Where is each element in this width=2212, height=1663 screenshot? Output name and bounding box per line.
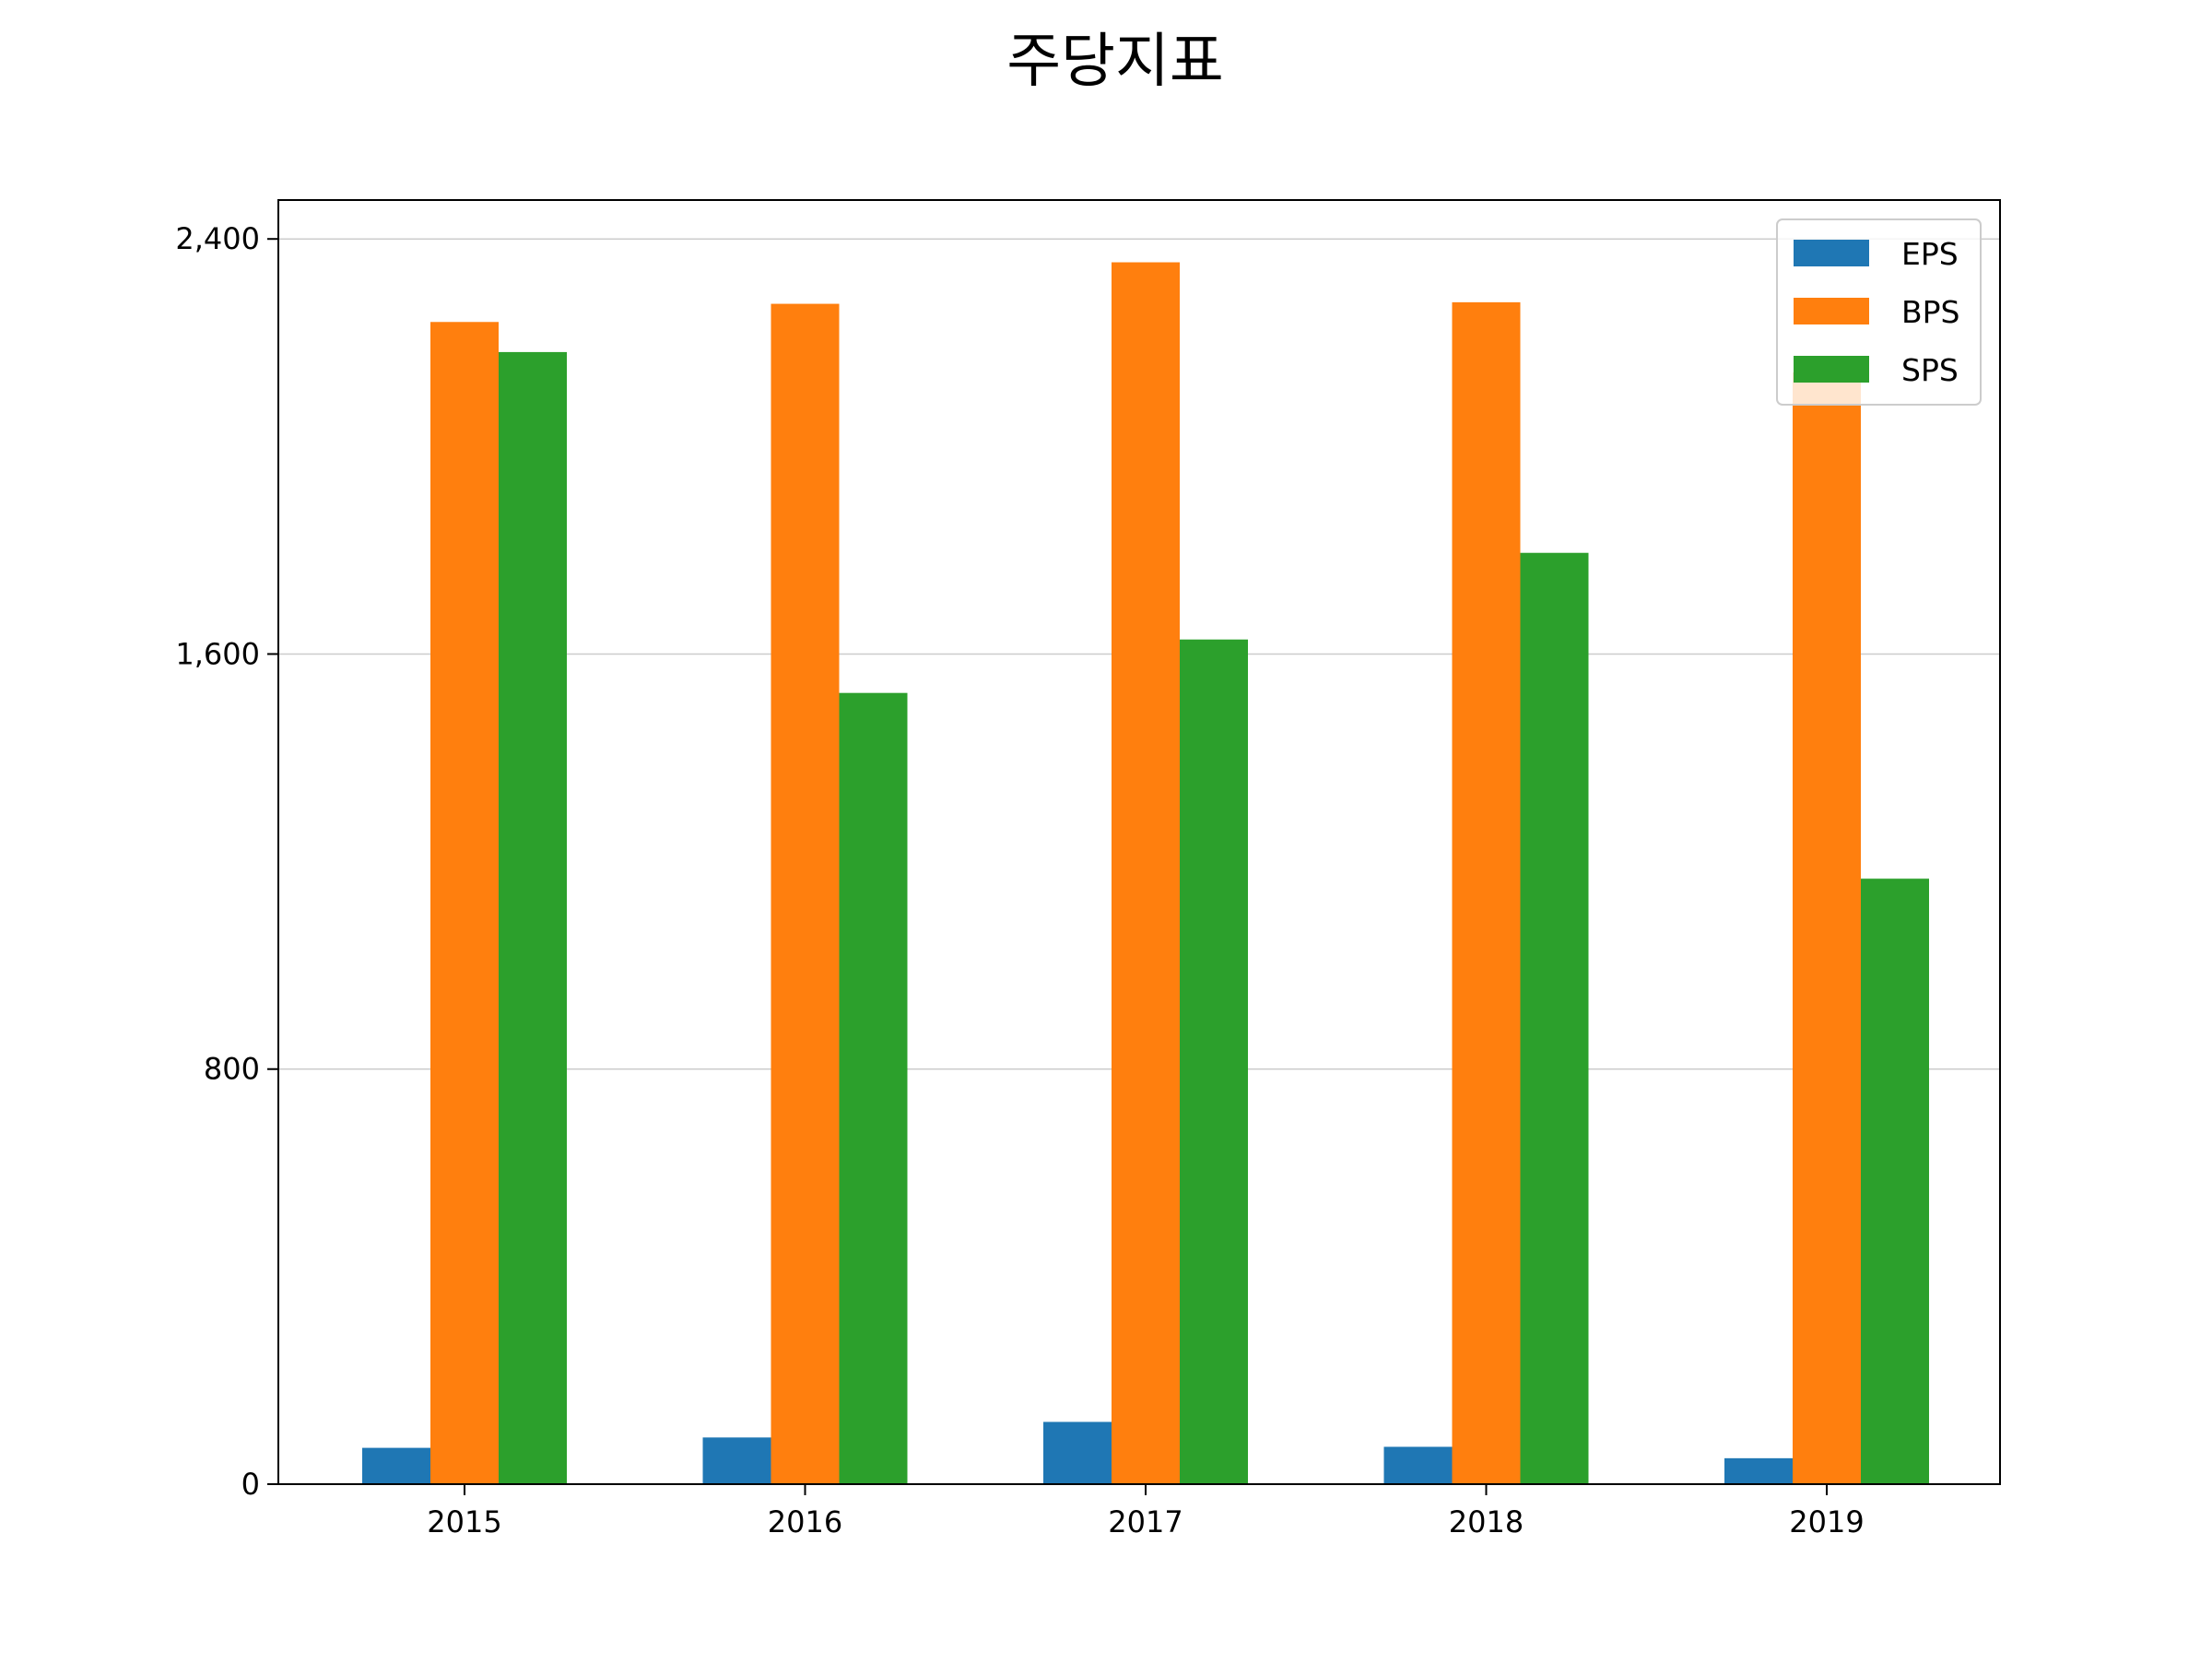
bar-sps-2015: [499, 351, 567, 1484]
legend-swatch-sps: [1794, 356, 1869, 383]
legend-swatch-bps: [1794, 298, 1869, 324]
y-tick-label: 800: [204, 1052, 260, 1087]
bar-sps-2018: [1520, 552, 1589, 1484]
chart-title: 주당지표: [1006, 28, 1224, 96]
x-axis: 2015 2016 2017 2018 2019: [427, 1484, 1865, 1539]
legend-label-bps: BPS: [1901, 294, 1960, 330]
y-tick-label: 1,600: [175, 636, 260, 671]
bar-eps-2017: [1043, 1421, 1112, 1484]
legend-swatch-eps: [1794, 240, 1869, 266]
plot-frame: [277, 199, 2001, 1485]
x-tick-label: 2016: [768, 1504, 842, 1539]
x-tick-label: 2018: [1449, 1504, 1524, 1539]
x-tick-label: 2019: [1789, 1504, 1864, 1539]
y-axis: 0 800 1,600 2,400: [175, 221, 278, 1502]
bar-eps-2019: [1724, 1457, 1793, 1484]
bar-eps-2018: [1383, 1446, 1453, 1484]
legend: EPS BPS SPS: [1776, 218, 1982, 406]
bars: [362, 262, 1929, 1484]
y-tick-label: 2,400: [175, 221, 260, 256]
bar-bps-2017: [1112, 262, 1180, 1484]
bar-eps-2016: [702, 1437, 771, 1484]
legend-label-sps: SPS: [1901, 352, 1959, 388]
bar-sps-2017: [1180, 639, 1248, 1484]
x-tick-label: 2017: [1108, 1504, 1182, 1539]
bar-bps-2018: [1452, 301, 1521, 1484]
y-tick-label: 0: [241, 1467, 260, 1502]
bar-bps-2016: [771, 303, 840, 1484]
bar-bps-2019: [1793, 372, 1861, 1484]
bar-sps-2016: [839, 692, 908, 1484]
bar-bps-2015: [430, 322, 499, 1484]
bar-eps-2015: [362, 1447, 430, 1484]
x-tick-label: 2015: [427, 1504, 501, 1539]
legend-label-eps: EPS: [1901, 236, 1959, 272]
bar-sps-2019: [1861, 879, 1929, 1484]
